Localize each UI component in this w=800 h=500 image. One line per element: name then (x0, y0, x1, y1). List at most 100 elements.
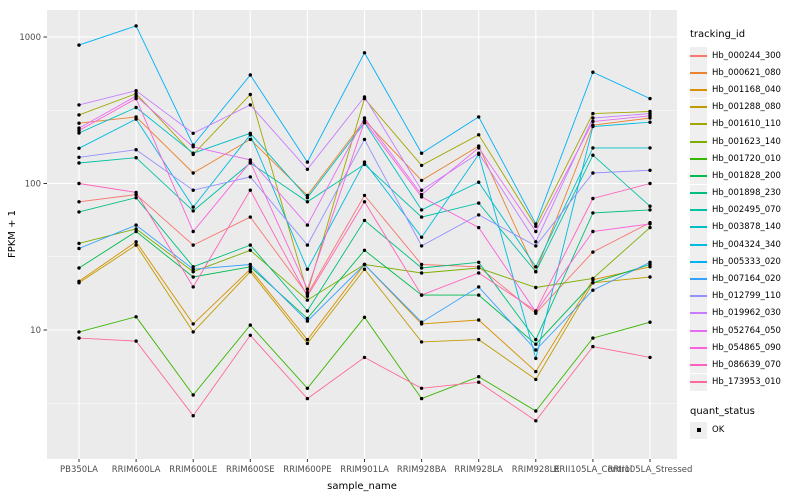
data-point (648, 204, 652, 208)
data-point (191, 270, 195, 274)
legend-item: Hb_001623_140 (690, 133, 800, 151)
legend-key (690, 287, 707, 305)
data-point (134, 94, 138, 98)
data-point (191, 330, 195, 334)
x-tick-label: RRIM901LA (340, 465, 389, 475)
legend-label: Hb_000621_080 (712, 67, 781, 78)
series-color-line-icon (690, 381, 707, 384)
data-point (134, 24, 138, 28)
data-point (191, 171, 195, 175)
data-point (591, 229, 595, 234)
data-point (591, 288, 595, 292)
series-color-line-icon (690, 123, 707, 126)
data-point (191, 265, 195, 269)
data-point (77, 128, 81, 133)
data-point (248, 262, 252, 267)
data-point (134, 96, 138, 101)
data-point (419, 262, 424, 267)
data-point (477, 380, 481, 384)
data-point (477, 260, 481, 264)
data-point (248, 323, 252, 327)
plot-panel: PB350LA RRIM600LA RRIM600LE RRIM600SE RRIM60… (19, 10, 692, 475)
data-point (362, 200, 367, 204)
legend-item: Hb_001898_230 (690, 184, 800, 202)
data-point (77, 131, 81, 135)
legend-label: Hb_001623_140 (712, 136, 781, 147)
data-point (648, 114, 652, 118)
data-point (362, 262, 367, 267)
data-point (362, 193, 367, 198)
legend-label: Hb_001610_110 (712, 119, 781, 130)
legend-title-quant-status: quant_status (690, 405, 755, 417)
series-color-line-icon (690, 71, 707, 74)
legend-key (690, 47, 707, 65)
legend-key (690, 236, 707, 254)
data-point (534, 240, 538, 244)
data-point (77, 281, 81, 285)
data-point (191, 205, 195, 209)
data-point (134, 117, 138, 121)
data-point (248, 73, 252, 77)
data-point (419, 208, 424, 212)
data-point (362, 355, 367, 360)
data-point (591, 250, 595, 254)
data-point (419, 320, 424, 324)
data-point (305, 341, 310, 346)
series-color-line-icon (690, 106, 707, 109)
data-point (591, 124, 595, 129)
y-tick-label: 100 (25, 180, 41, 190)
data-point (419, 215, 424, 219)
data-point (134, 190, 138, 195)
data-point (534, 377, 538, 382)
data-point (477, 337, 481, 342)
data-point (134, 315, 138, 319)
legend-key (690, 167, 707, 185)
data-point (134, 148, 138, 152)
series-color-line-icon (690, 157, 707, 160)
data-point (77, 126, 81, 130)
data-point (77, 103, 81, 107)
series-color-line-icon (690, 209, 707, 212)
data-point (248, 188, 252, 192)
legend-item: Hb_001720_010 (690, 150, 800, 168)
legend-label: Hb_001168_040 (712, 84, 781, 95)
data-point (534, 356, 538, 361)
data-point (77, 155, 81, 159)
panel-background (47, 10, 677, 459)
data-point (134, 227, 138, 231)
data-point (591, 281, 595, 285)
legend-item: Hb_002495_070 (690, 201, 800, 219)
ok-point-marker-key (690, 421, 707, 439)
legend-label: Hb_001288_080 (712, 102, 781, 113)
data-point (77, 336, 81, 340)
legend-item: Hb_012799_110 (690, 287, 800, 305)
legend-label: Hb_012799_110 (712, 291, 781, 302)
data-point (648, 120, 652, 124)
data-point (534, 342, 538, 346)
data-point (648, 225, 652, 230)
data-point (419, 151, 424, 155)
data-point (191, 145, 195, 149)
data-point (419, 178, 424, 183)
data-point (77, 241, 81, 246)
x-tick-label: RRIM600SE (226, 465, 275, 475)
series-color-line-icon (690, 243, 707, 246)
data-point (591, 196, 595, 201)
data-point (477, 271, 481, 275)
legend-item: Hb_001168_040 (690, 81, 800, 99)
data-point (248, 333, 252, 337)
x-tick-label: RRIM928LE (512, 465, 560, 475)
data-point (419, 396, 424, 401)
data-point (648, 320, 652, 324)
data-point (305, 243, 310, 247)
data-point (534, 285, 538, 290)
data-point (591, 171, 595, 175)
data-point (362, 119, 367, 124)
legend-label: Hb_173953_010 (712, 377, 781, 388)
legend-key (690, 64, 707, 82)
legend-key (690, 373, 707, 391)
data-point (77, 330, 81, 334)
series-color-line-icon (690, 54, 707, 57)
legend-label: Hb_054865_090 (712, 342, 781, 353)
data-point (591, 111, 595, 116)
